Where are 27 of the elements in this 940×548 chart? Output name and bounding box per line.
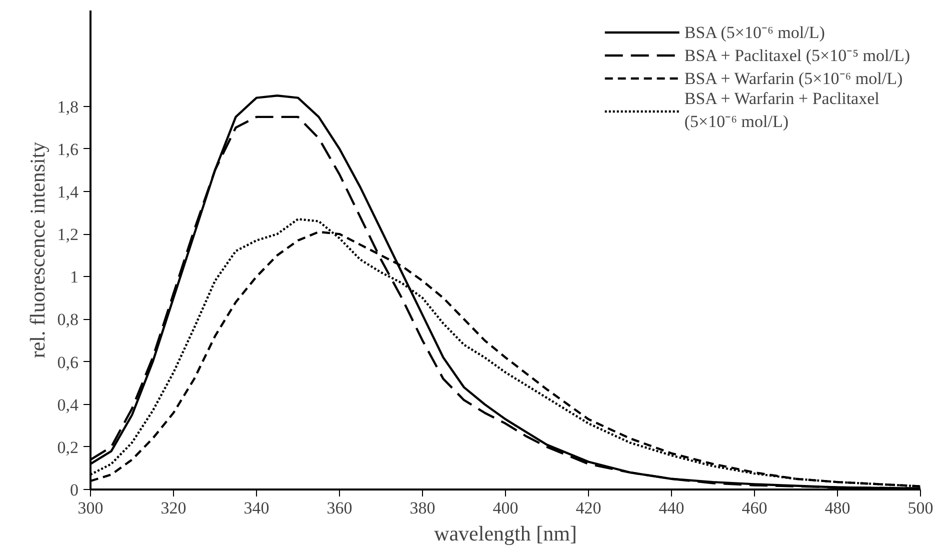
x-tick-label: 320: [160, 498, 186, 518]
y-tick-label: 1,8: [57, 97, 78, 116]
x-tick-label: 360: [326, 498, 352, 518]
y-axis-title: rel. fluorescence intensity: [25, 141, 50, 358]
y-tick-label: 1,6: [57, 140, 78, 159]
y-tick-label: 1,4: [57, 182, 79, 202]
y-tick-label: 1: [70, 268, 78, 287]
y-tick-label: 0,2: [57, 438, 78, 457]
x-tick-label: 380: [410, 498, 436, 518]
y-tick-label: 1,2: [57, 225, 78, 244]
x-tick-label: 420: [576, 498, 602, 518]
y-tick-label: 0,6: [57, 352, 78, 372]
x-axis-title: wavelength [nm]: [434, 522, 577, 546]
y-tick-label: 0: [70, 480, 78, 500]
legend-label: BSA (5×10⁻⁶ mol/L): [684, 22, 825, 43]
y-tick-label: 0,8: [57, 310, 78, 330]
x-tick-label: 460: [742, 498, 768, 518]
x-tick-label: 500: [908, 498, 934, 518]
legend-label: BSA + Warfarin (5×10⁻⁶ mol/L): [684, 68, 903, 89]
x-tick-label: 300: [78, 498, 104, 518]
x-tick-label: 400: [492, 498, 518, 518]
x-tick-label: 340: [244, 498, 270, 518]
y-tick-label: 0,4: [57, 395, 79, 414]
legend-label: BSA + Warfarin + Paclitaxel (5×10⁻⁶ mol/L): [684, 89, 880, 132]
x-tick-label: 440: [658, 498, 684, 518]
x-tick-label: 480: [824, 498, 850, 518]
legend-label: BSA + Paclitaxel (5×10⁻⁵ mol/L): [684, 45, 910, 66]
